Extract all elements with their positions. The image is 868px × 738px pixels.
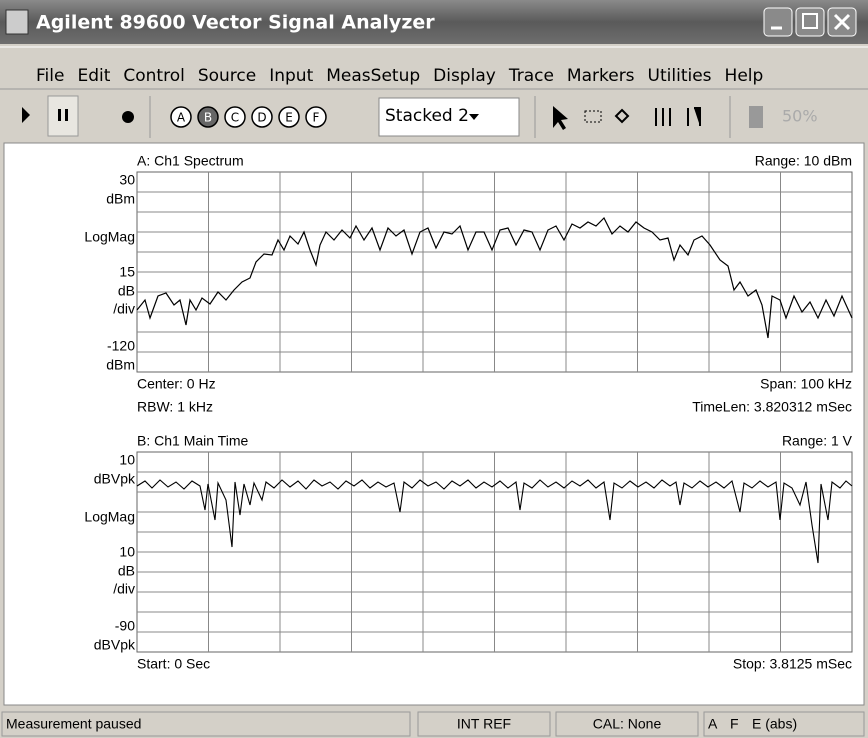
status-message: Measurement paused bbox=[6, 716, 141, 732]
trace-button-label: C bbox=[231, 111, 239, 125]
y-axis-label: LogMag bbox=[84, 229, 135, 245]
y-axis-label: /div bbox=[113, 581, 135, 597]
trace-button-label: E bbox=[285, 111, 293, 125]
menu-bar: File Edit Control Source Input MeasSetup Displ… bbox=[36, 66, 763, 86]
y-axis-label: dB bbox=[118, 563, 135, 579]
trace-label: A: Ch1 Spectrum bbox=[137, 153, 244, 169]
trace-range: Range: 1 V bbox=[782, 433, 853, 449]
y-axis-label: -120 bbox=[107, 338, 135, 354]
toolbar: A B C D E F Stacked 2 50% bbox=[22, 95, 818, 138]
trace-button-label: D bbox=[257, 111, 266, 125]
status-cal: CAL: None bbox=[593, 716, 662, 732]
status-bar: Measurement paused INT REF CAL: None A F E (a… bbox=[1, 711, 865, 737]
footer-left: Start: 0 Sec bbox=[137, 656, 210, 672]
layout-dropdown[interactable] bbox=[378, 97, 520, 137]
y-axis-label: 10 bbox=[119, 544, 135, 560]
maximize-button[interactable] bbox=[795, 7, 825, 37]
time-trace bbox=[136, 479, 853, 564]
spectrum-trace bbox=[136, 216, 853, 339]
y-axis-label: 10 bbox=[119, 452, 135, 468]
window-buttons bbox=[763, 7, 857, 37]
y-axis-label: dBm bbox=[106, 191, 135, 207]
menu-item[interactable]: Control bbox=[123, 66, 184, 86]
y-axis-label: dB bbox=[118, 283, 135, 299]
footer-left: Center: 0 Hz bbox=[137, 376, 216, 392]
window-title: Agilent 89600 Vector Signal Analyzer bbox=[36, 12, 435, 34]
menu-item[interactable]: Input bbox=[269, 66, 313, 86]
trace-button[interactable] bbox=[278, 106, 300, 128]
footer-right: Span: 100 kHz bbox=[760, 376, 852, 392]
y-axis-label: dBm bbox=[106, 357, 135, 373]
display-area bbox=[3, 142, 865, 706]
trace-button[interactable] bbox=[197, 106, 219, 128]
menu-item[interactable]: Edit bbox=[77, 66, 110, 86]
y-axis-label: 30 bbox=[119, 172, 135, 188]
trace-label: B: Ch1 Main Time bbox=[137, 433, 248, 449]
trace-button-label: F bbox=[313, 111, 320, 125]
y-axis-label: 15 bbox=[119, 264, 135, 280]
y-axis-label: LogMag bbox=[84, 509, 135, 525]
trace-button-label: B bbox=[204, 111, 212, 125]
trace-button[interactable] bbox=[224, 106, 246, 128]
trace-button[interactable] bbox=[251, 106, 273, 128]
footer-right: TimeLen: 3.820312 mSec bbox=[692, 399, 852, 415]
zoom-value: 50% bbox=[782, 107, 818, 126]
trace-button[interactable] bbox=[170, 106, 192, 128]
status-flag: E (abs) bbox=[752, 716, 797, 732]
menu-item[interactable]: MeasSetup bbox=[326, 66, 420, 86]
layout-value: Stacked 2 bbox=[385, 106, 469, 126]
footer-left: RBW: 1 kHz bbox=[137, 399, 213, 415]
menu-item[interactable]: Markers bbox=[567, 66, 635, 86]
minimize-button[interactable] bbox=[763, 7, 793, 37]
menu-item[interactable]: Source bbox=[198, 66, 256, 86]
menu-item[interactable]: Display bbox=[433, 66, 496, 86]
menu-item[interactable]: File bbox=[36, 66, 64, 86]
footer-right: Stop: 3.8125 mSec bbox=[733, 656, 852, 672]
app-icon bbox=[5, 9, 29, 35]
y-axis-label: /div bbox=[113, 301, 135, 317]
y-axis-label: dBVpk bbox=[94, 637, 136, 653]
title-bar bbox=[0, 0, 868, 44]
menu-item[interactable]: Utilities bbox=[648, 66, 712, 86]
status-flag: A bbox=[708, 716, 718, 732]
status-flag: F bbox=[730, 716, 739, 732]
y-axis-label: -90 bbox=[115, 618, 135, 634]
status-ref: INT REF bbox=[457, 716, 511, 732]
trace-button[interactable] bbox=[305, 106, 327, 128]
menu-item[interactable]: Help bbox=[725, 66, 764, 86]
trace-range: Range: 10 dBm bbox=[755, 153, 852, 169]
trace-button-label: A bbox=[177, 111, 186, 125]
menu-item[interactable]: Trace bbox=[508, 66, 554, 86]
y-axis-label: dBVpk bbox=[94, 471, 136, 487]
